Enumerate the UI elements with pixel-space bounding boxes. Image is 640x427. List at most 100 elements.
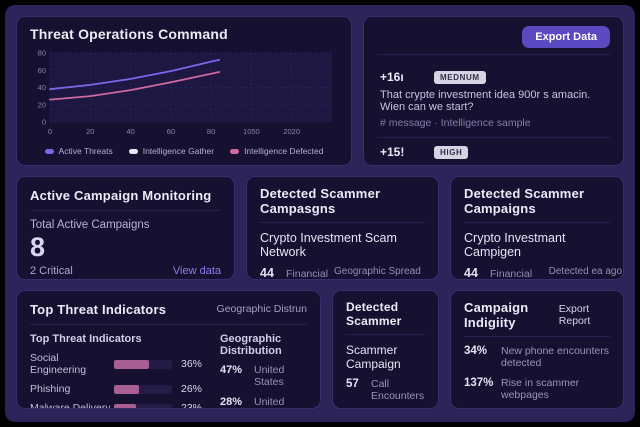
chart-legend: Active Threats Intelligence Gather Intelli… bbox=[30, 146, 338, 156]
message-count: +15! bbox=[380, 145, 405, 159]
panel-header: Detected Scammer bbox=[346, 300, 425, 335]
export-data-button[interactable]: Export Data bbox=[522, 26, 610, 48]
geo-label: United States bbox=[254, 364, 285, 388]
threat-bar-fill bbox=[114, 403, 137, 408]
threat-percent: 26% bbox=[180, 383, 202, 395]
panel-title: Campaign Indigiity bbox=[464, 300, 529, 330]
geographic-spread-label: Geographic Spread bbox=[334, 266, 421, 277]
feed-header: Export Data bbox=[377, 26, 610, 55]
row-bottom: Top Threat Indicators Geographic Distrun… bbox=[16, 290, 624, 409]
stat-label: Financial Artefacts bbox=[490, 268, 533, 280]
geographic-distribution-link[interactable]: Geographic Distrun bbox=[216, 303, 307, 315]
legend-dot-icon bbox=[44, 148, 54, 154]
top-threats-columns: Top Threat Indicators Social Engineering… bbox=[30, 333, 307, 409]
threat-label: Malware Delivery bbox=[30, 402, 111, 409]
stat-label: Financial Artefacts bbox=[286, 268, 329, 280]
detected-ago-right: Detected ea ago bbox=[548, 266, 623, 277]
panel-header: Top Threat Indicators Geographic Distrun bbox=[30, 300, 307, 325]
chart-plot: 0 20 40 60 80 0 20 40 60 80 1050 2020 bbox=[38, 49, 332, 136]
message-text: That crypte investment idea 900r s amaci… bbox=[380, 89, 591, 113]
scammer-campaign-subtitle: Scammer Campaign bbox=[346, 343, 401, 371]
row-top: Threat Operations Command 0 20 40 60 80 0 20 40… bbox=[16, 16, 624, 166]
export-report-link[interactable]: Export Report bbox=[558, 303, 591, 327]
panel-scam-network: Detected Scammer Campasgns Crypto Invest… bbox=[246, 176, 439, 280]
scam-network-stats: 44 Financial Artefacts 22 Low Alerts Geo… bbox=[260, 266, 425, 280]
threat-bar-fill bbox=[114, 359, 149, 369]
legend-item[interactable]: Intelligence Gather bbox=[128, 146, 215, 156]
legend-item[interactable]: Intelligence Defected bbox=[230, 146, 323, 156]
stat-label: Rise in scammer webpages bbox=[501, 377, 580, 401]
threat-percent: 23% bbox=[180, 402, 202, 409]
geo-percent: 28% bbox=[220, 396, 243, 408]
threat-bar-fill bbox=[114, 384, 140, 394]
threat-label: Social Engineering bbox=[30, 352, 87, 376]
threats-column-title: Top Threat Indicators bbox=[30, 333, 142, 345]
stat-value: 137% bbox=[464, 377, 494, 389]
stat-label: Call Encounters bbox=[371, 378, 425, 402]
svg-text:80: 80 bbox=[207, 127, 215, 136]
geo-row: 28% United Kingdom bbox=[220, 396, 307, 408]
message-meta: # message · Intelligence sample bbox=[380, 117, 531, 129]
stat-value: 57 bbox=[346, 378, 359, 390]
svg-text:1050: 1050 bbox=[243, 127, 260, 136]
panel-detected-scammer: Detected Scammer Scammer Campaign 57 Cal… bbox=[332, 290, 439, 409]
stat-row: 34% New phone encounters detected bbox=[464, 345, 610, 369]
stat-row: 44 Financial Artefacts bbox=[260, 266, 329, 280]
threat-bar-track bbox=[114, 384, 172, 394]
legend-dot-icon bbox=[128, 148, 138, 154]
legend-item[interactable]: Active Threats bbox=[44, 146, 113, 156]
geo-percent: 47% bbox=[220, 364, 243, 376]
message-head: +15! HIGH bbox=[380, 145, 607, 159]
panel-header: Detected Scammer Campaigns bbox=[464, 186, 610, 223]
scam-network-name: Crypto Investment Scam Network bbox=[260, 231, 397, 259]
geo-column-title: Geographic Distribution bbox=[220, 333, 282, 357]
panel-threat-operations: Threat Operations Command 0 20 40 60 80 0 20 40… bbox=[16, 16, 352, 166]
row-middle: Active Campaign Monitoring Total Active … bbox=[16, 176, 624, 280]
svg-text:60: 60 bbox=[38, 66, 46, 75]
stat-value: 44 bbox=[260, 266, 274, 280]
view-data-link[interactable]: View data bbox=[172, 264, 221, 277]
legend-label: Intelligence Defected bbox=[244, 146, 324, 156]
total-campaigns-label: Total Active Campaigns bbox=[30, 219, 150, 231]
threat-label: Phishing bbox=[30, 383, 71, 395]
threat-bar-track bbox=[114, 403, 172, 408]
critical-count: 2 Critical bbox=[30, 264, 73, 277]
svg-text:20: 20 bbox=[86, 127, 94, 136]
legend-label: Intelligence Gather bbox=[142, 146, 215, 156]
panel-title: Detected Scammer bbox=[346, 300, 402, 328]
svg-text:40: 40 bbox=[126, 127, 134, 136]
message-head: +16ı MEDNUM bbox=[380, 70, 607, 84]
panel-title: Top Threat Indicators bbox=[30, 301, 167, 317]
stat-row: 137% Rise in scammer webpages bbox=[464, 377, 610, 401]
threat-line-chart: 0 20 40 60 80 0 20 40 60 80 1050 2020 Active Threat… bbox=[30, 48, 338, 164]
feed-message[interactable]: +15! HIGH I need a link to track this in… bbox=[377, 137, 610, 165]
svg-text:0: 0 bbox=[42, 118, 46, 127]
threat-bar-track bbox=[114, 359, 172, 369]
stat-value: 34% bbox=[464, 345, 488, 357]
panel-header: Active Campaign Monitoring bbox=[30, 186, 221, 211]
page-title: Threat Operations Command bbox=[30, 26, 228, 42]
legend-label: Active Threats bbox=[58, 146, 113, 156]
stat-row: 57 Call Encounters bbox=[346, 378, 425, 402]
panel-header: Campaign Indigiity Export Report bbox=[464, 300, 610, 337]
legend-dot-icon bbox=[230, 148, 240, 154]
svg-text:2020: 2020 bbox=[283, 127, 300, 136]
svg-text:20: 20 bbox=[38, 100, 46, 109]
geo-label: United Kingdom bbox=[254, 396, 285, 408]
severity-badge: MEDNUM bbox=[434, 70, 486, 84]
stat-row: 44 Financial Artefacts bbox=[464, 266, 533, 280]
svg-text:80: 80 bbox=[38, 49, 46, 58]
message-text: I need a link to track this investment o… bbox=[380, 164, 607, 165]
scam-campaign-name: Crypto Investmant Campigen bbox=[464, 231, 566, 259]
dashboard: Threat Operations Command 0 20 40 60 80 0 20 40… bbox=[5, 5, 635, 422]
panel-title: Active Campaign Monitoring bbox=[30, 187, 212, 203]
svg-text:60: 60 bbox=[167, 127, 175, 136]
svg-text:0: 0 bbox=[48, 127, 52, 136]
threat-bar-row: Social Engineering 36% bbox=[30, 352, 202, 376]
severity-badge: HIGH bbox=[434, 145, 469, 159]
panel-intelligence-feed: Export Data +16ı MEDNUM That crypte inve… bbox=[363, 16, 624, 166]
panel-campaign-integrity: Campaign Indigiity Export Report 34% New… bbox=[450, 290, 624, 409]
panel-active-campaigns: Active Campaign Monitoring Total Active … bbox=[16, 176, 235, 280]
feed-message[interactable]: +16ı MEDNUM That crypte investment idea … bbox=[377, 63, 610, 137]
svg-text:40: 40 bbox=[38, 83, 46, 92]
